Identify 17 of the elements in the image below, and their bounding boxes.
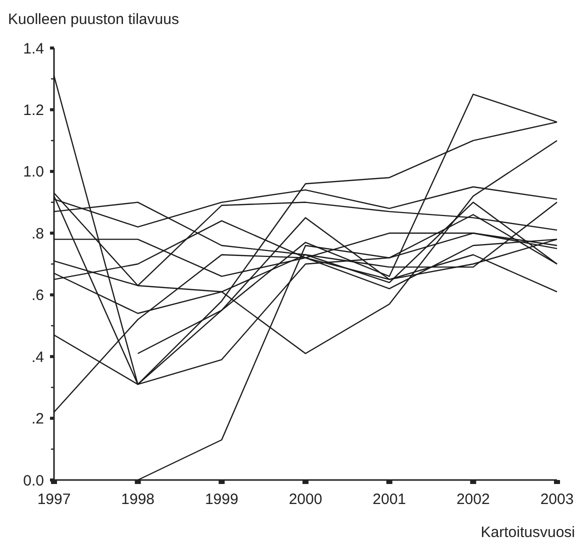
y-tick-label: 1.4 bbox=[23, 40, 44, 58]
x-tick-label: 1998 bbox=[121, 491, 155, 508]
y-tick-label: 0.0 bbox=[23, 472, 44, 490]
x-tick-label: 2002 bbox=[456, 491, 490, 508]
x-axis-title: Kartoitusvuosi bbox=[480, 524, 575, 541]
y-axis-title: Kuolleen puuston tilavuus bbox=[8, 11, 179, 28]
y-tick-label: 1.0 bbox=[23, 164, 44, 181]
y-tick-label: .2 bbox=[31, 410, 44, 428]
y-tick-label: .8 bbox=[31, 225, 44, 242]
x-tick-label: 2003 bbox=[540, 491, 574, 508]
x-tick-label: 2001 bbox=[372, 491, 406, 508]
y-tick-label: .6 bbox=[31, 287, 44, 304]
x-tick-label: 1999 bbox=[204, 491, 238, 508]
x-tick-label: 1997 bbox=[37, 491, 71, 508]
y-tick-label: .4 bbox=[31, 348, 44, 366]
y-tick-label: 1.2 bbox=[23, 102, 44, 119]
x-tick-label: 2000 bbox=[288, 491, 322, 508]
